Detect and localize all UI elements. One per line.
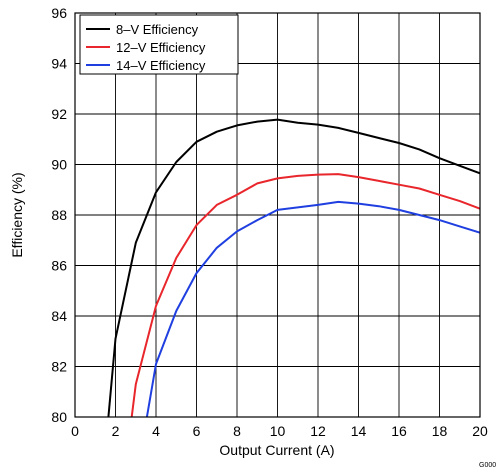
x-tick-label: 8 xyxy=(233,423,241,439)
y-tick-label: 90 xyxy=(51,157,67,173)
x-tick-label: 16 xyxy=(391,423,407,439)
series-line-1 xyxy=(130,173,481,418)
y-axis-label: Efficiency (%) xyxy=(9,172,25,257)
x-tick-label: 4 xyxy=(152,423,160,439)
y-tick-label: 94 xyxy=(51,56,67,72)
legend-label-12v: 12–V Efficiency xyxy=(116,40,206,55)
y-tick-label: 96 xyxy=(51,5,67,21)
legend-label-8v: 8–V Efficiency xyxy=(116,22,199,37)
series-line-0 xyxy=(107,118,481,418)
figure-code: G000 xyxy=(479,462,496,469)
x-tick-label: 18 xyxy=(432,423,448,439)
y-tick-label: 80 xyxy=(51,409,67,425)
y-tick-label: 86 xyxy=(51,258,67,274)
x-tick-label: 2 xyxy=(112,423,120,439)
x-tick-label: 20 xyxy=(472,423,488,439)
x-axis-label: Output Current (A) xyxy=(219,442,334,458)
x-tick-label: 6 xyxy=(193,423,201,439)
legend-label-14v: 14–V Efficiency xyxy=(116,58,206,73)
series-line-2 xyxy=(145,200,481,418)
x-tick-label: 14 xyxy=(351,423,367,439)
plot-frame xyxy=(74,12,481,418)
series-lines xyxy=(107,118,481,418)
legend: 8–V Efficiency 12–V Efficiency 14–V Effi… xyxy=(79,14,239,75)
y-tick-label: 82 xyxy=(51,359,67,375)
y-tick-label: 88 xyxy=(51,207,67,223)
x-tick-label: 12 xyxy=(310,423,326,439)
tick-labels: 0 2 4 6 8 10 12 14 16 18 20 80 82 84 86 88 90 92 94 96 xyxy=(51,5,488,439)
x-tick-label: 0 xyxy=(71,423,79,439)
y-tick-label: 92 xyxy=(51,106,67,122)
y-tick-label: 84 xyxy=(51,308,67,324)
x-tick-label: 10 xyxy=(270,423,286,439)
